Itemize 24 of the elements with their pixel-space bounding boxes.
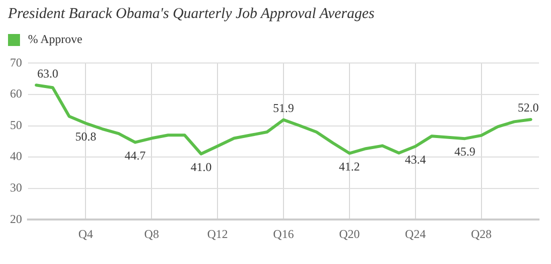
x-tick-label: Q12	[207, 226, 228, 241]
chart-title: President Barack Obama's Quarterly Job Approval Averages	[8, 6, 374, 23]
data-label: 50.8	[75, 129, 96, 144]
data-label: 45.9	[454, 144, 476, 159]
x-tick-label: Q24	[405, 226, 426, 241]
y-tick-label: 60	[10, 86, 22, 101]
data-label: 44.7	[124, 148, 146, 162]
data-label: 43.4	[404, 152, 426, 167]
x-tick-label: Q16	[273, 226, 294, 241]
data-label: 63.0	[37, 66, 58, 80]
y-tick-label: 30	[10, 180, 22, 194]
data-label: 52.0	[518, 100, 539, 115]
x-tick-label: Q8	[144, 226, 159, 241]
data-label: 51.9	[273, 100, 294, 115]
y-tick-label: 70	[10, 55, 22, 70]
data-label: 41.0	[190, 160, 212, 174]
y-tick-label: 50	[10, 118, 22, 132]
x-tick-label: Q28	[470, 226, 492, 241]
x-tick-label: Q4	[78, 226, 94, 241]
y-tick-label: 40	[10, 149, 22, 164]
data-label: 41.2	[338, 159, 360, 174]
legend-label: % Approve	[28, 32, 82, 47]
y-tick-label: 20	[10, 212, 22, 226]
x-tick-label: Q20	[339, 226, 360, 241]
